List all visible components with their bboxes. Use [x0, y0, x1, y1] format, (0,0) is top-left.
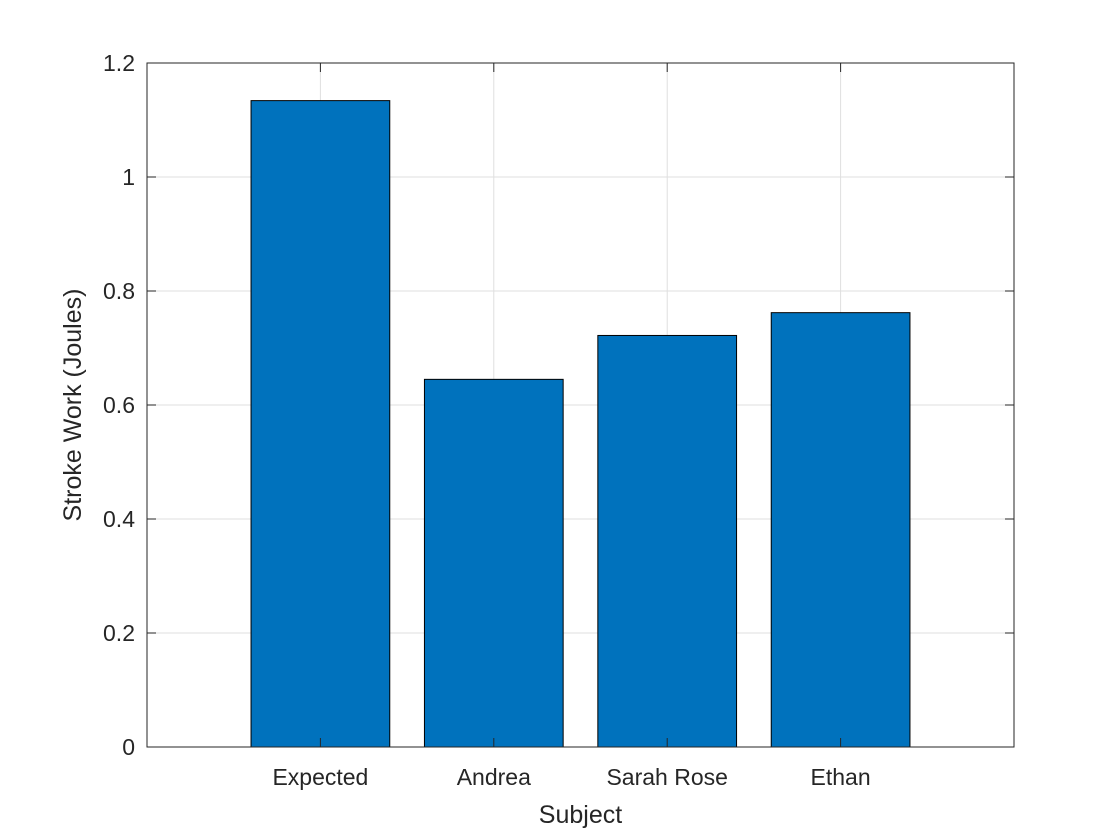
- bar-andrea: [423, 378, 564, 748]
- y-tick-label: 0.4: [103, 506, 135, 532]
- x-tick-label: Ethan: [811, 764, 871, 790]
- bar-expected: [250, 100, 391, 748]
- bar-ethan: [770, 312, 911, 748]
- y-tick-label: 0.8: [103, 278, 135, 304]
- bar-sarah-rose: [597, 334, 738, 748]
- y-tick-label: 0.2: [103, 620, 135, 646]
- x-axis-ticks: Expected Andrea Sarah Rose Ethan: [272, 63, 871, 790]
- y-axis-ticks: 0 0.2 0.4 0.6 0.8 1 1.2: [103, 50, 1014, 760]
- y-tick-label: 1.2: [103, 50, 135, 76]
- x-axis-label: Subject: [539, 801, 622, 829]
- x-tick-label: Andrea: [457, 764, 531, 790]
- x-tick-label: Sarah Rose: [606, 764, 727, 790]
- x-tick-label: Expected: [272, 764, 368, 790]
- y-axis-label: Stroke Work (Joules): [59, 289, 87, 522]
- y-tick-label: 0: [122, 734, 135, 760]
- y-tick-label: 0.6: [103, 392, 135, 418]
- y-tick-label: 1: [122, 164, 135, 190]
- bars: [250, 100, 911, 748]
